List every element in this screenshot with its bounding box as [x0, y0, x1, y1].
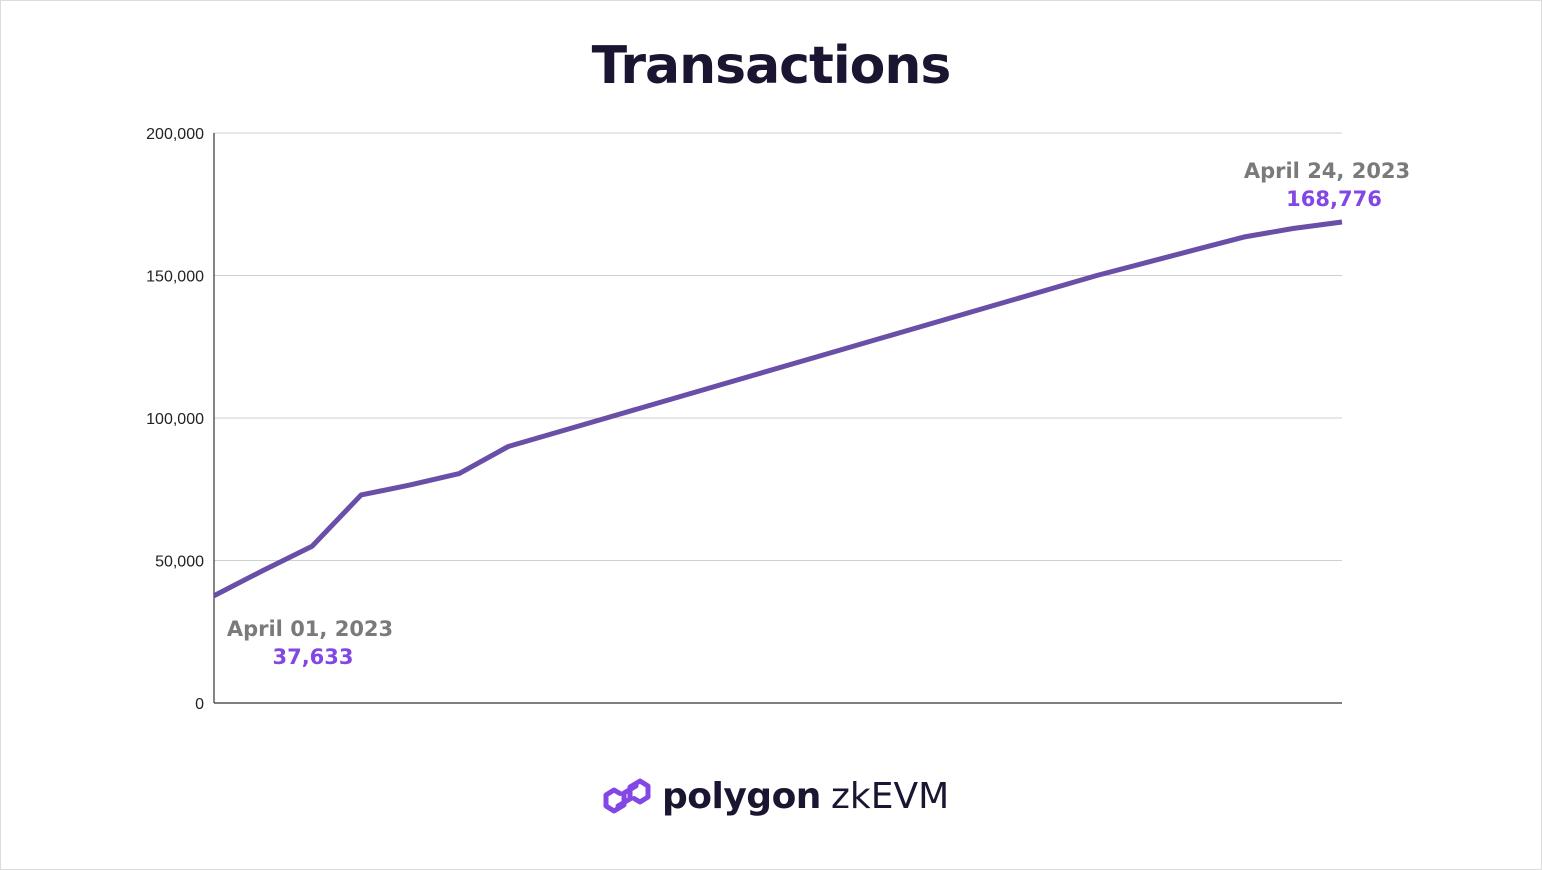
- end-annotation: April 24, 2023 168,776: [1244, 159, 1410, 211]
- end-annotation-date: April 24, 2023: [1244, 159, 1410, 183]
- series-line: [212, 219, 1343, 598]
- start-annotation: April 01, 2023 37,633: [227, 617, 393, 669]
- y-tick-label: 50,000: [155, 554, 204, 571]
- y-tick-label: 0: [195, 696, 204, 713]
- y-tick-label: 100,000: [146, 411, 204, 428]
- chart-title: Transactions: [591, 36, 952, 96]
- y-axis-ticks: 0 50,000 100,000 150,000 200,000: [146, 126, 204, 713]
- series-layer: [212, 219, 1343, 598]
- brand-footer: polygon zkEVM: [602, 772, 949, 820]
- end-annotation-value: 168,776: [1286, 187, 1382, 211]
- start-annotation-value: 37,633: [272, 645, 353, 669]
- y-tick-label: 150,000: [146, 269, 204, 286]
- grid-lines: [214, 132, 1342, 561]
- y-tick-label: 200,000: [146, 126, 204, 143]
- brand-name: polygon: [662, 775, 821, 817]
- start-annotation-date: April 01, 2023: [227, 617, 393, 641]
- brand-product: zkEVM: [830, 775, 950, 817]
- polygon-logo-icon: [603, 778, 651, 814]
